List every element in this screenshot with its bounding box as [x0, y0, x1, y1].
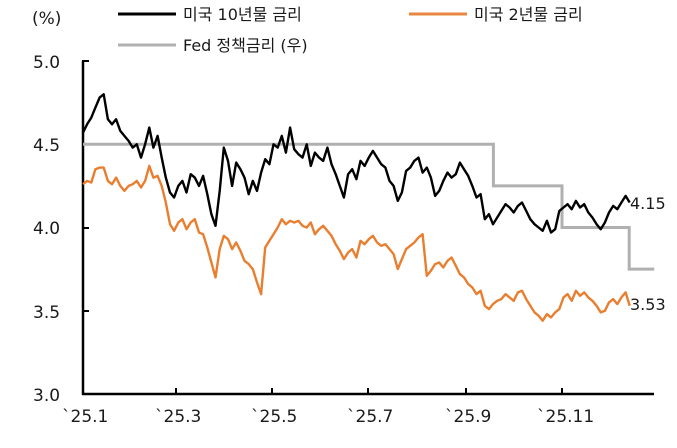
- fed-rate-line: [83, 142, 655, 271]
- x-tick-label: `25.1: [62, 407, 108, 427]
- x-tick-label: `25.7: [347, 407, 393, 427]
- y-tick-label: 3.5: [33, 303, 60, 323]
- ten-year-end-label: 4.15: [630, 194, 666, 213]
- legend: 미국 10년물 금리 미국 2년물 금리 Fed 정책금리 (우): [118, 5, 583, 55]
- ten-year-yield-line: [81, 93, 631, 234]
- y-axis-unit-label: (%): [32, 9, 61, 29]
- y-tick-label: 3.0: [33, 386, 60, 406]
- legend-label-fed: Fed 정책금리 (우): [183, 36, 308, 55]
- y-tick-label: 5.0: [33, 53, 60, 73]
- x-tick-label: `25.3: [155, 407, 201, 427]
- legend-label-2y: 미국 2년물 금리: [474, 5, 583, 24]
- y-axis-ticks: 5.0 4.5 4.0 3.5 3.0: [33, 53, 60, 406]
- x-tick-label: `25.11: [537, 407, 594, 427]
- y-tick-label: 4.5: [33, 136, 60, 156]
- two-year-end-label: 3.53: [630, 295, 666, 314]
- x-tick-label: `25.9: [445, 407, 491, 427]
- two-year-yield-line: [82, 164, 631, 322]
- x-axis-ticks: `25.1 `25.3 `25.5 `25.7 `25.9 `25.11: [62, 407, 594, 427]
- legend-label-10y: 미국 10년물 금리: [183, 5, 302, 24]
- x-tick-label: `25.5: [251, 407, 297, 427]
- y-tick-label: 4.0: [33, 219, 60, 239]
